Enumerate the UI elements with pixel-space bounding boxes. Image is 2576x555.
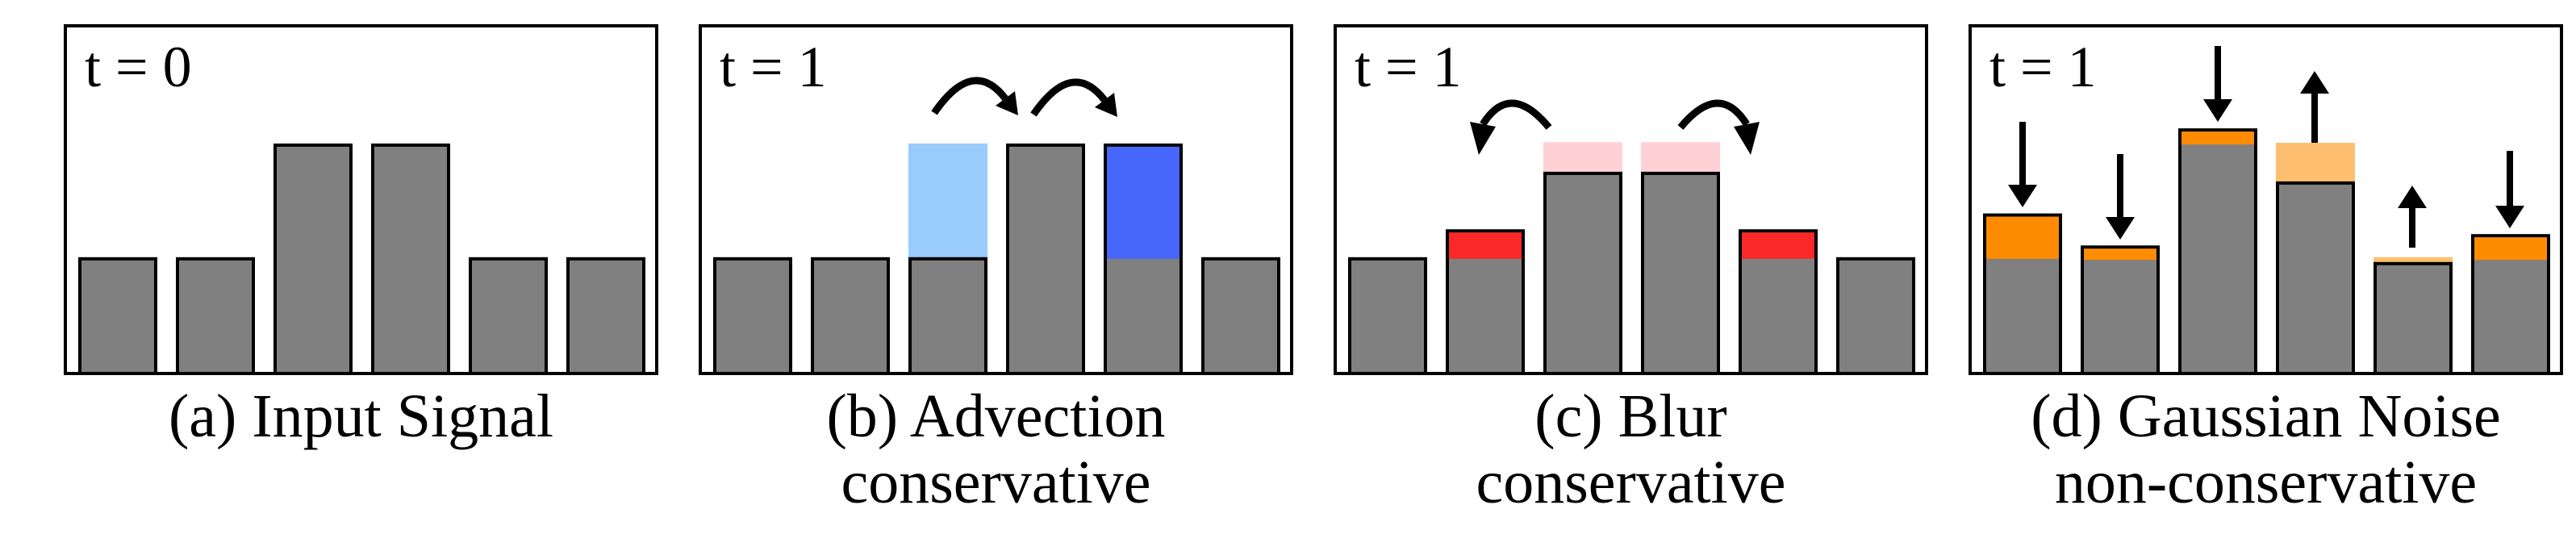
bar-solid-segment (1107, 146, 1179, 259)
time-label: t = 0 (85, 35, 192, 99)
bar-solid-segment (1449, 232, 1522, 259)
panel-c: t = 1 (c) Blur conservative (1334, 24, 1928, 515)
hop-arrow-icon (931, 77, 1018, 115)
bar (273, 143, 353, 372)
caption-line: conservative (841, 449, 1151, 517)
time-label: t = 1 (720, 35, 827, 99)
bar (469, 257, 548, 372)
bar (2374, 261, 2453, 372)
caption-line: (a) Input Signal (168, 382, 553, 450)
bar (371, 143, 450, 372)
bar-ghost-segment (908, 143, 987, 259)
bar (2081, 245, 2160, 372)
time-label: t = 1 (1355, 35, 1462, 99)
panel-c-chart (1348, 99, 1915, 372)
bar-solid-segment (1742, 232, 1814, 259)
bar-ghost-segment (1543, 142, 1622, 173)
panel-d-caption: (d) Gaussian Noise non-conservative (1969, 383, 2563, 515)
bar-ghost-segment (2374, 257, 2453, 264)
bar-solid-segment (1986, 216, 2059, 259)
bar-ghost-segment (2276, 143, 2355, 183)
panel-d-chart (1983, 46, 2550, 372)
down-arrow-icon (2008, 122, 2037, 207)
pour-arrow-icon (1470, 99, 1552, 155)
bar (176, 257, 255, 372)
figure: t = 0 (a) Input Signal t = 1 (b) Advecti… (64, 24, 2563, 515)
hop-arrow-icon (1030, 78, 1117, 117)
bar-ghost-segment (1641, 142, 1720, 173)
panel-b-caption: (b) Advection conservative (699, 383, 1293, 515)
bar (78, 257, 157, 372)
bar (1006, 143, 1085, 372)
bar (566, 257, 645, 372)
caption-line: non-conservative (2054, 449, 2478, 517)
bar-solid-segment (2181, 131, 2254, 145)
bar (1543, 171, 1622, 372)
panel-d-plot-area: t = 1 (1969, 24, 2563, 375)
bar (1348, 257, 1427, 372)
down-arrow-icon (2106, 154, 2135, 240)
panel-c-caption: (c) Blur conservative (1334, 383, 1928, 515)
down-arrow-icon (2495, 151, 2524, 228)
bar (908, 257, 987, 372)
time-label: t = 1 (1989, 35, 2097, 99)
caption-line: (b) Advection (826, 382, 1166, 450)
panel-a-plot-area: t = 0 (64, 24, 658, 375)
bar (2178, 128, 2257, 372)
panel-a-caption: (a) Input Signal (64, 383, 658, 449)
panel-a-chart (78, 143, 645, 372)
panel-b-plot-area: t = 1 (699, 24, 1293, 375)
bar (1641, 171, 1720, 372)
up-arrow-icon (2398, 186, 2427, 248)
panel-c-plot-area: t = 1 (1334, 24, 1928, 375)
bar (2276, 181, 2355, 372)
down-arrow-icon (2203, 46, 2232, 122)
panel-a: t = 0 (a) Input Signal (64, 24, 658, 515)
panel-b-chart (713, 77, 1280, 372)
caption-line: (d) Gaussian Noise (2031, 382, 2501, 450)
bar-solid-segment (2084, 248, 2156, 261)
bar (811, 257, 890, 372)
bar (1201, 257, 1280, 372)
bar (713, 257, 792, 372)
bar (1836, 257, 1915, 372)
panel-d: t = 1 (d) Gaussian Noise non-conservativ… (1969, 24, 2563, 515)
up-arrow-icon (2300, 71, 2329, 143)
caption-line: conservative (1476, 449, 1786, 517)
caption-line: (c) Blur (1534, 382, 1727, 450)
bar-solid-segment (2474, 237, 2547, 261)
pour-arrow-icon (1677, 99, 1760, 155)
panel-b: t = 1 (b) Advection conservative (699, 24, 1293, 515)
